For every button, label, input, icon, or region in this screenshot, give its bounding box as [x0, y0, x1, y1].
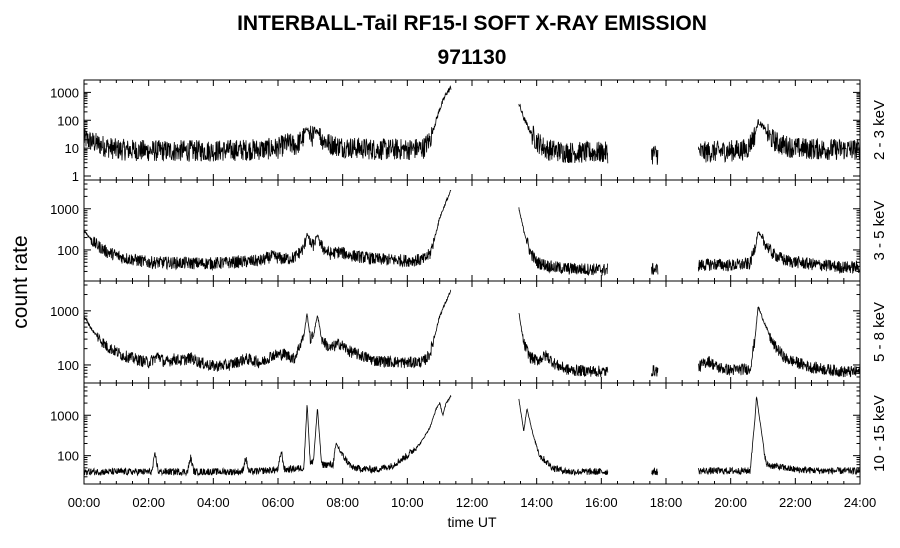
x-tick-label: 22:00 — [779, 495, 812, 510]
x-tick-label: 20:00 — [714, 495, 747, 510]
x-tick-label: 06:00 — [262, 495, 295, 510]
chart-subtitle: 971130 — [437, 46, 507, 69]
y-tick-label: 100 — [57, 358, 79, 373]
y-axis-label: count rate — [9, 235, 32, 328]
y-tick-label: 100 — [57, 243, 79, 258]
x-tick-label: 02:00 — [132, 495, 165, 510]
y-tick-label: 100 — [57, 113, 79, 128]
y-tick-label: 1000 — [50, 202, 79, 217]
y-tick-label: 1000 — [50, 408, 79, 423]
y-tick-label: 10 — [65, 141, 79, 156]
panel-frame — [83, 79, 861, 181]
x-axis-label: time UT — [448, 514, 497, 530]
x-tick-label: 12:00 — [456, 495, 489, 510]
series-line — [83, 289, 861, 378]
energy-band-label: 2 - 3 keV — [871, 100, 888, 160]
y-tick-label: 100 — [57, 449, 79, 464]
energy-band-label: 5 - 8 keV — [871, 302, 888, 362]
x-tick-label: 00:00 — [68, 495, 101, 510]
x-tick-label: 10:00 — [391, 495, 424, 510]
x-tick-label: 24:00 — [844, 495, 877, 510]
x-tick-label: 16:00 — [585, 495, 618, 510]
energy-band-label: 3 - 5 keV — [871, 200, 888, 260]
x-tick-label: 18:00 — [650, 495, 683, 510]
y-tick-label: 1 — [72, 169, 79, 184]
series-line — [83, 189, 861, 276]
x-tick-label: 08:00 — [326, 495, 359, 510]
chart-title: INTERBALL-Tail RF15-I SOFT X-RAY EMISSIO… — [237, 12, 707, 35]
y-tick-label: 1000 — [50, 304, 79, 319]
energy-band-label: 10 - 15 keV — [871, 395, 888, 472]
x-tick-label: 04:00 — [197, 495, 230, 510]
series-line — [83, 394, 861, 477]
y-tick-label: 1000 — [50, 85, 79, 100]
series-line — [83, 85, 861, 165]
x-tick-label: 14:00 — [520, 495, 553, 510]
